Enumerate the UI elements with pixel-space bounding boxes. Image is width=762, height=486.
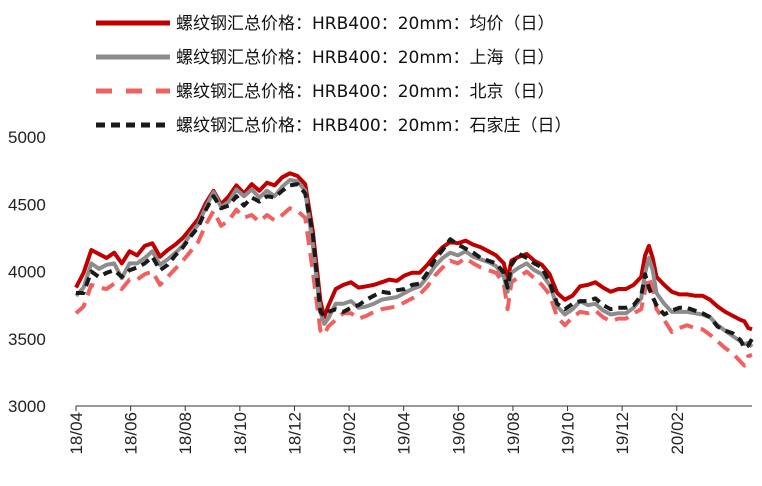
- x-tick-label: 18/10: [231, 412, 250, 455]
- x-tick-label: 19/10: [559, 412, 578, 455]
- legend-label-0: 螺纹钢汇总价格：HRB400：20mm：均价（日）: [176, 14, 554, 34]
- chart-series-lines: [74, 171, 754, 368]
- x-tick-label: 18/04: [67, 412, 86, 455]
- legend-label-2: 螺纹钢汇总价格：HRB400：20mm：北京（日）: [176, 82, 554, 102]
- y-tick-label: 3500: [8, 330, 46, 349]
- y-tick-label: 3000: [8, 397, 46, 416]
- x-tick-label: 20/02: [668, 412, 687, 455]
- series-line-3: [76, 182, 754, 351]
- x-tick-label: 19/06: [449, 412, 468, 455]
- legend-label-1: 螺纹钢汇总价格：HRB400：20mm：上海（日）: [176, 48, 554, 68]
- y-tick-label: 4000: [8, 263, 46, 282]
- x-tick-label: 19/08: [504, 412, 523, 455]
- x-tick-label: 18/08: [176, 412, 195, 455]
- series-line-1: [74, 178, 754, 349]
- legend-label-3: 螺纹钢汇总价格：HRB400：20mm：石家庄（日）: [176, 116, 571, 136]
- x-tick-label: 18/06: [122, 412, 141, 455]
- x-tick-label: 19/04: [395, 412, 414, 455]
- x-tick-label: 19/02: [340, 412, 359, 455]
- chart-axes: 3000 3500 4000 4500 5000 18/04 18/06 18/08 18/10…: [8, 128, 752, 455]
- y-tick-label: 4500: [8, 195, 46, 214]
- series-line-2: [74, 206, 753, 368]
- chart-legend: 螺纹钢汇总价格：HRB400：20mm：均价（日） 螺纹钢汇总价格：HRB400：…: [96, 14, 571, 136]
- x-tick-label: 18/12: [285, 412, 304, 455]
- x-tick-label: 19/12: [613, 412, 632, 455]
- y-tick-label: 5000: [8, 128, 46, 147]
- series-line-0: [74, 171, 753, 332]
